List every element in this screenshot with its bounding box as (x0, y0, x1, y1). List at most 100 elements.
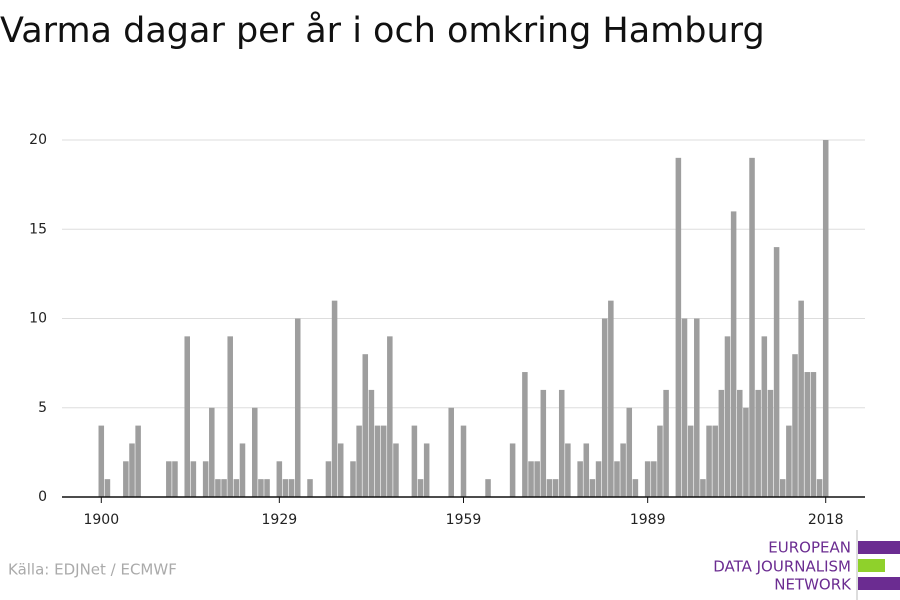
bar (387, 336, 393, 497)
bar (657, 425, 663, 497)
bar (135, 425, 141, 497)
bar (166, 461, 172, 497)
bar (706, 425, 712, 497)
bar (601, 318, 608, 497)
bar (356, 425, 362, 497)
bar (810, 372, 817, 497)
chart-title: Varma dagar per år i och omkring Hamburg (0, 10, 765, 51)
bar (264, 479, 270, 497)
bar (393, 443, 399, 497)
bar (460, 425, 467, 497)
bar (743, 407, 749, 497)
logo-bar (858, 559, 885, 572)
bar (104, 479, 111, 497)
bar (540, 389, 547, 497)
logo-text: DATA JOURNALISM (713, 558, 851, 576)
bar (184, 336, 191, 497)
bar (577, 461, 583, 497)
bar (675, 157, 682, 497)
bar (307, 479, 313, 497)
bar (98, 425, 105, 497)
bar (786, 425, 792, 497)
bar (276, 461, 283, 497)
bar (522, 372, 528, 497)
bar (227, 336, 233, 497)
bar (534, 461, 540, 497)
bar (190, 461, 197, 497)
bar (448, 407, 454, 497)
bar (804, 372, 811, 497)
y-tick-label: 15 (29, 221, 47, 237)
bar (411, 425, 418, 497)
bar (485, 479, 491, 497)
bar (337, 443, 344, 497)
bar (792, 354, 798, 497)
bar (368, 389, 375, 497)
bar (620, 443, 626, 497)
bar (565, 443, 571, 497)
bar (816, 479, 823, 497)
bar (172, 461, 178, 497)
bar (712, 425, 718, 497)
bar (736, 389, 743, 497)
bar (608, 300, 614, 497)
bar (282, 479, 289, 497)
y-tick-label: 20 (29, 132, 47, 148)
bar (374, 425, 381, 497)
bar (614, 461, 620, 497)
x-tick-label: 1900 (83, 512, 119, 528)
bar (552, 479, 559, 497)
bar (755, 389, 761, 497)
bar (694, 318, 700, 497)
logo-text: EUROPEAN (768, 539, 851, 557)
x-tick-label: 1959 (446, 512, 482, 528)
y-tick-label: 5 (38, 400, 47, 416)
bar (123, 461, 129, 497)
bar (209, 407, 215, 497)
bar (779, 479, 786, 497)
bar (583, 443, 590, 497)
bar (730, 211, 737, 497)
bar (589, 479, 596, 497)
bar (331, 300, 338, 497)
bar (798, 300, 804, 497)
bar (822, 140, 829, 497)
bar (294, 318, 301, 497)
bar (700, 479, 706, 497)
x-tick-label: 1989 (630, 512, 666, 528)
source: Källa: EDJNet / ECMWF (8, 561, 177, 579)
bar (202, 461, 209, 497)
bar (718, 389, 725, 497)
bar (651, 461, 657, 497)
bar (595, 461, 602, 497)
bar (663, 389, 669, 497)
bar (258, 479, 264, 497)
bar (681, 318, 688, 497)
bar (129, 443, 135, 497)
logo-bar (858, 541, 900, 554)
bar (362, 354, 369, 497)
bar (767, 389, 774, 497)
bar (239, 443, 246, 497)
bar (288, 479, 295, 497)
y-tick-label: 10 (29, 311, 47, 327)
bar (687, 425, 694, 497)
bar (558, 389, 565, 497)
bar (350, 461, 356, 497)
logo-text: NETWORK (774, 576, 852, 594)
bar (546, 479, 553, 497)
bar (528, 461, 534, 497)
bar (233, 479, 240, 497)
bar (252, 407, 258, 497)
x-tick-label: 1929 (262, 512, 298, 528)
bar (325, 461, 332, 497)
y-tick-label: 0 (38, 489, 47, 505)
logo-bar (858, 577, 900, 590)
bar (644, 461, 651, 497)
bar (380, 425, 387, 497)
bar (509, 443, 516, 497)
bar (215, 479, 221, 497)
bar (749, 157, 755, 497)
bar (761, 336, 768, 497)
